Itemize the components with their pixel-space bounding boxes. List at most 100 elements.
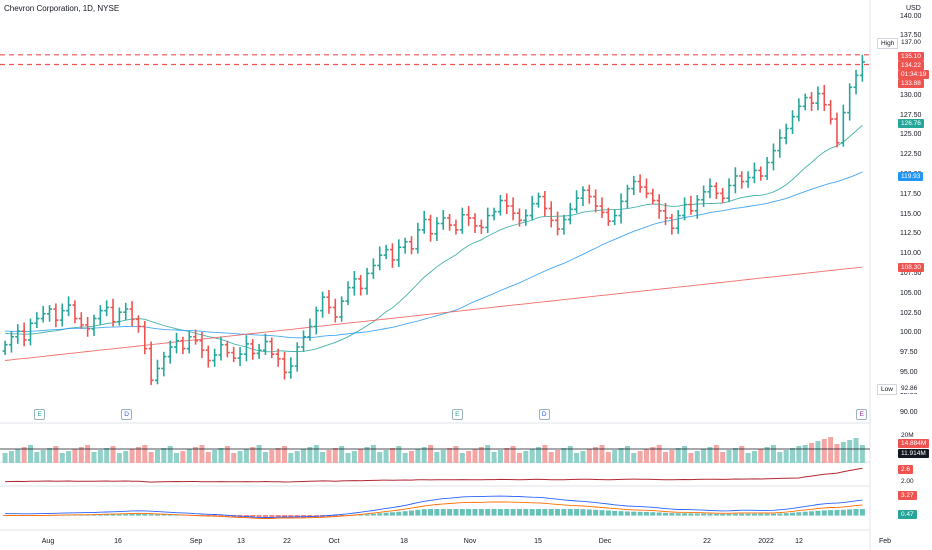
volume-scale-label: 20M [901,432,914,439]
event-marker[interactable]: E [451,409,463,420]
volume-bar [409,451,415,463]
ohlc-bar [351,271,357,296]
ohlc-bar [669,214,675,235]
ohlc-bar [580,186,586,207]
ohlc-bar [510,197,516,221]
ohlc-bar [332,298,338,323]
volume-bar [129,449,135,463]
macd-hist-bar [262,515,268,518]
ohlc-bar [313,306,319,335]
volume-bar [205,452,211,463]
volume-bar [288,453,294,463]
volume-bar [485,445,491,463]
price-tick: 125.00 [900,131,922,139]
volume-bar [574,453,580,463]
macd-hist-bar [447,509,453,516]
volume-bar [790,448,796,463]
macd-hist-bar [790,512,796,516]
ohlc-bar [453,219,459,235]
macd-hist-bar [612,510,618,516]
ohlc-bar [821,84,827,112]
ohlc-bar [148,341,154,386]
macd-hist-bar [529,509,535,516]
macd-hist-bar [466,509,472,516]
volume-bar [447,448,453,463]
ohlc-bar [104,300,110,317]
price-tick: 97.50 [900,349,918,357]
volume-bar [186,449,192,463]
event-marker[interactable]: D [121,409,133,420]
macd-hist-bar [294,515,300,518]
price-tick: 115.00 [900,210,921,218]
macd-hist-bar [758,513,764,516]
volume-bar [605,452,611,463]
volume-bar [8,451,14,463]
volume-bar [764,447,770,463]
volume-bar [53,446,59,463]
macd-hist-bar [275,515,281,518]
symbol-title[interactable]: Chevron Corporation, 1D, NYSE [4,4,120,13]
event-marker[interactable]: E [34,409,46,420]
volume-bar [853,438,859,463]
macd-tag-b: 0.47 [898,510,917,519]
ohlc-bar [701,185,707,207]
macd-hist-bar [97,514,103,516]
volume-bar [688,453,694,463]
volume-bar [859,445,865,463]
volume-bar [421,447,427,463]
macd-hist-bar [129,513,135,516]
macd-hist-bar [288,515,294,518]
price-tick: 137.50 [900,32,922,40]
ohlc-bar [85,316,91,337]
ohlc-bar [764,156,770,180]
volume-bar [275,448,281,463]
volume-pane [0,437,870,463]
time-tick: Aug [41,538,55,545]
ohlc-bar [186,331,192,354]
ohlc-bar [428,214,434,242]
ohlc-bar [815,86,821,111]
macd-hist-bar [167,514,173,516]
time-tick: Nov [463,538,477,545]
ohlc-bar [859,54,865,82]
volume-bar [739,446,745,463]
volume-bar [732,448,738,463]
macd-hist-bar [624,511,630,516]
volume-bar [726,450,732,463]
ohlc-bar [8,331,14,353]
ohlc-bar [574,190,580,214]
volume-bar [821,439,827,463]
ohlc-bar [523,209,529,226]
event-marker[interactable]: E [856,409,868,420]
volume-bar [561,448,567,463]
volume-bar [542,445,548,463]
time-tick: Oct [328,538,340,545]
volume-bar [637,451,643,463]
ohlc-bar [796,98,802,122]
macd-hist-bar [770,513,776,516]
ohlc-bar [66,296,72,317]
time-tick: 15 [534,538,542,545]
volume-tag-b: 11.914M [898,449,929,458]
ma-slow-line [5,266,863,361]
macd-hist-bar [110,514,116,516]
ohlc-bar [27,318,33,346]
ohlc-bar [301,330,307,352]
ohlc-bar [72,300,78,324]
indicator-tag: 2.6 [898,465,914,474]
volume-bar [510,446,516,463]
event-marker[interactable]: D [538,409,550,420]
volume-bar [320,452,326,463]
ohlc-bar [624,184,630,209]
ohlc-bar [294,342,300,372]
volume-bar [148,452,154,463]
macd-hist-bar [840,509,846,516]
macd-hist-bar [777,513,783,516]
ohlc-bar [447,214,453,231]
ohlc-bar [745,171,751,188]
ohlc-bar [97,305,103,325]
ohlc-bar [123,302,129,321]
macd-hist-bar [383,512,389,516]
ohlc-bar [663,202,669,226]
